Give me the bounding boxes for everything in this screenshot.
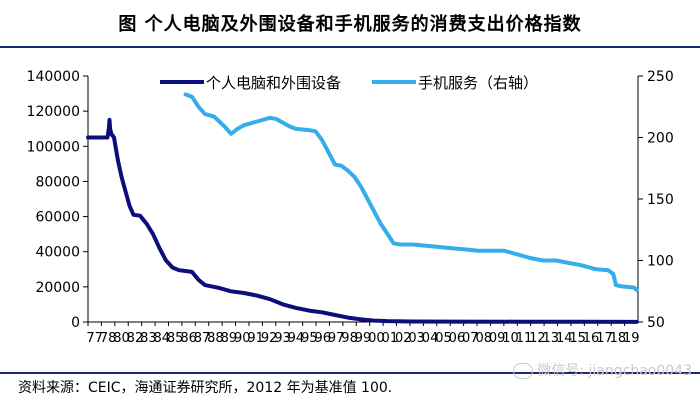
x-tick-label: 01 [382,331,399,346]
left-tick-label: 120000 [27,104,80,120]
x-tick-label: 17 [596,331,613,346]
x-tick-label: 93 [274,331,291,346]
x-tick-label: 00 [368,331,385,346]
left-tick-label: 40000 [35,245,80,261]
x-tick-label: 77 [86,331,103,346]
x-tick-label: 06 [449,331,466,346]
x-tick-label: 09 [489,331,506,346]
x-tick-label: 13 [543,331,560,346]
x-tick-label: 15 [569,331,586,346]
x-tick-label: 04 [422,331,439,346]
x-tick-label: 96 [314,331,331,346]
left-tick-label: 0 [71,315,80,331]
x-tick-label: 14 [556,331,573,346]
x-tick-label: 88 [207,331,224,346]
x-tick-label: 07 [462,331,479,346]
x-tick-label: 94 [288,331,305,346]
x-tick-label: 05 [435,331,452,346]
left-tick-label: 140000 [27,69,80,85]
legend-label: 手机服务（右轴） [418,74,538,92]
x-tick-label: 91 [247,331,264,346]
x-tick-label: 08 [475,331,492,346]
title-rule [0,46,700,48]
source-note: 资料来源：CEIC，海通证券研究所，2012 年为基准值 100. [18,380,393,396]
left-tick-label: 20000 [35,280,80,296]
x-tick-label: 18 [610,331,627,346]
x-tick-label: 19 [623,331,640,346]
x-tick-label: 89 [221,331,238,346]
x-tick-label: 11 [516,331,533,346]
watermark: 微信号: jiangchao0043 [513,360,692,380]
left-tick-label: 60000 [35,210,80,226]
legend-label: 个人电脑和外围设备 [206,74,341,92]
figure-header: 图 个人电脑及外围设备和手机服务的消费支出价格指数 [0,0,700,48]
right-tick-label: 250 [647,69,674,85]
x-tick-label: 84 [154,331,171,346]
x-tick-label: 98 [341,331,358,346]
x-tick-label: 10 [502,331,519,346]
left-tick-label: 100000 [27,139,80,155]
x-tick-label: 90 [234,331,251,346]
x-tick-label: 78 [100,331,117,346]
wechat-icon [513,363,534,379]
x-tick-label: 12 [529,331,546,346]
x-tick-label: 95 [301,331,318,346]
right-tick-label: 150 [647,192,674,208]
x-tick-label: 97 [328,331,345,346]
footer-rule [0,372,700,374]
right-tick-label: 50 [647,315,665,331]
x-tick-label: 92 [261,331,278,346]
x-tick-label: 87 [194,331,211,346]
x-tick-label: 03 [408,331,425,346]
right-tick-label: 200 [647,131,674,147]
left-tick-label: 80000 [35,174,80,190]
figure-title: 图 个人电脑及外围设备和手机服务的消费支出价格指数 [118,14,582,35]
x-tick-label: 85 [167,331,184,346]
series-line-phone [183,92,639,292]
series-line-pc [86,117,639,324]
x-tick-label: 80 [113,331,130,346]
x-tick-label: 02 [395,331,412,346]
x-tick-label: 83 [140,331,157,346]
x-tick-label: 82 [127,331,144,346]
x-tick-label: 86 [180,331,197,346]
x-tick-label: 99 [355,331,372,346]
x-tick-label: 16 [583,331,600,346]
line-chart: 020000400006000080000100000120000140000 … [27,69,674,346]
right-tick-label: 100 [647,254,674,270]
watermark-text: 微信号: jiangchao0043 [537,363,692,379]
